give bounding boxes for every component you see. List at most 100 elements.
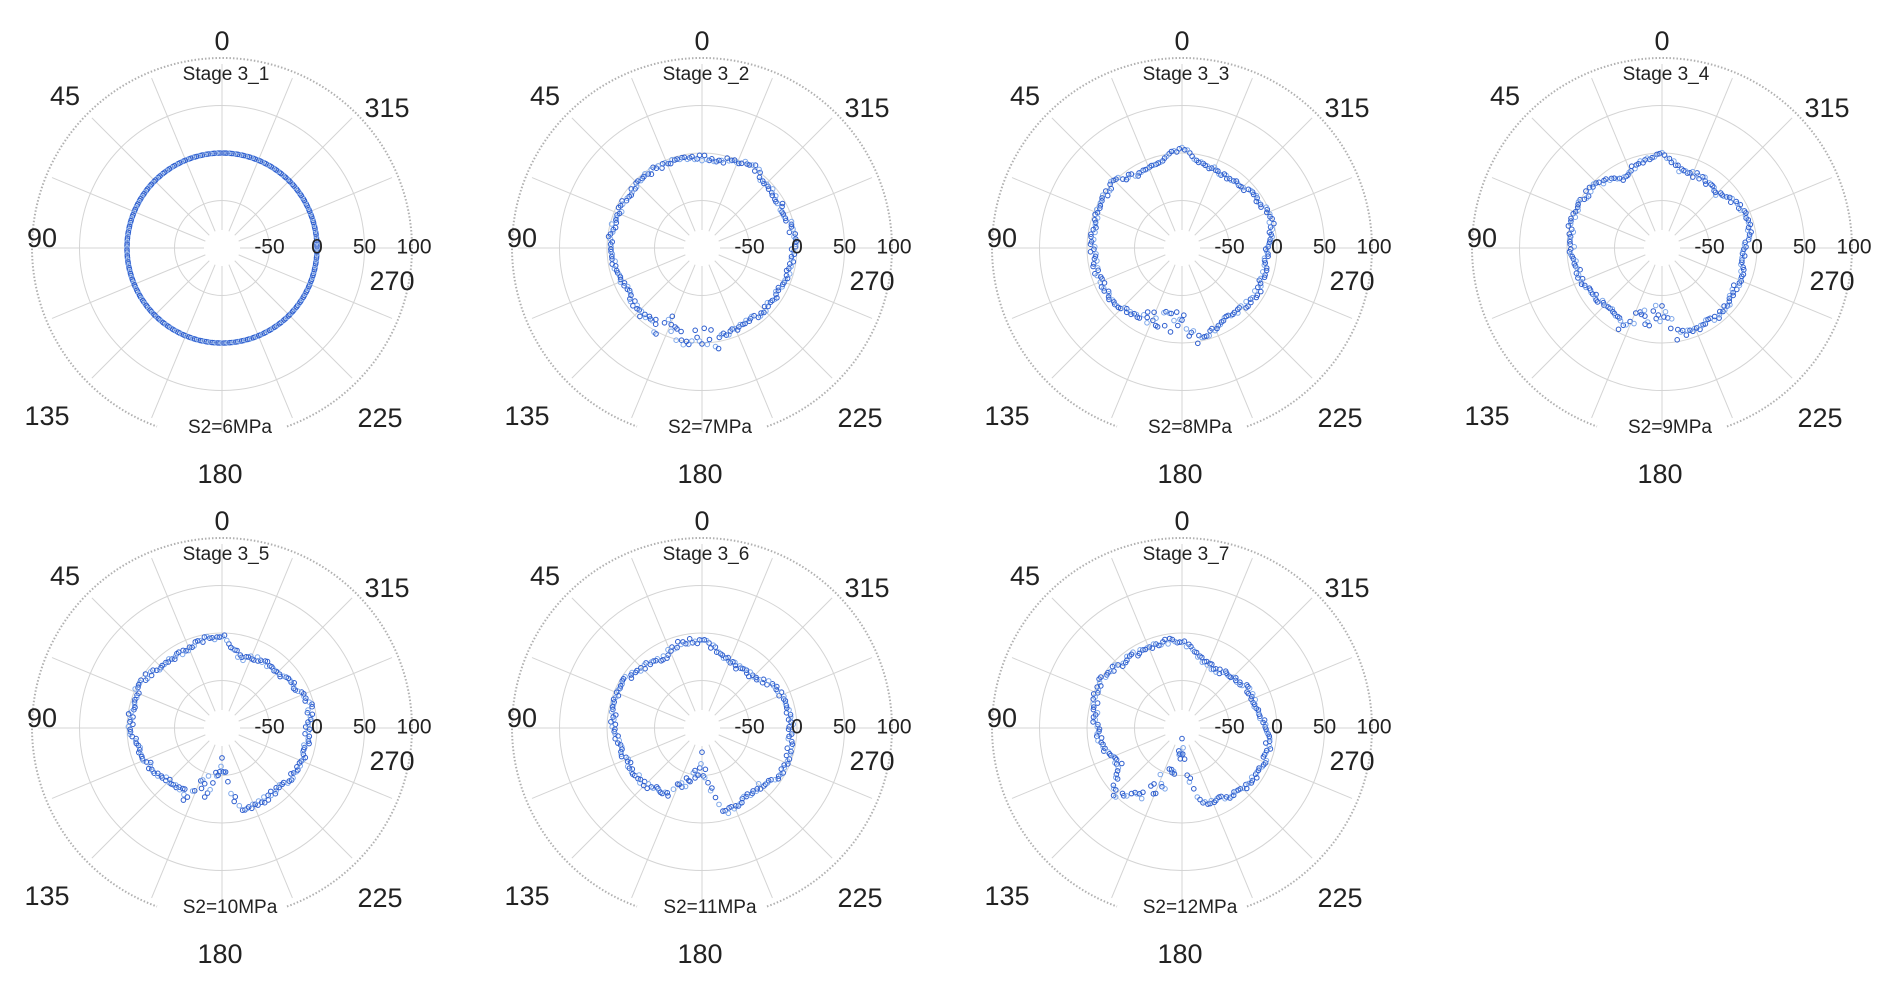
data-point [740, 793, 747, 800]
data-point [619, 198, 625, 204]
angle-tick-label: 315 [364, 93, 409, 123]
data-point [1141, 312, 1147, 318]
grid-spoke [1194, 260, 1313, 379]
data-point [761, 303, 768, 310]
data-point [634, 302, 641, 309]
data-point [1112, 794, 1119, 800]
subplot-subtitle: S2=11MPa [663, 897, 757, 918]
data-point [713, 649, 720, 656]
data-point [1123, 309, 1130, 316]
data-point [257, 657, 264, 664]
data-point [1569, 226, 1575, 233]
data-point [169, 656, 175, 662]
data-point [758, 310, 764, 316]
data-point [628, 292, 634, 299]
outer-axis-circle [1471, 57, 1853, 428]
data-point [295, 688, 301, 695]
grid-spoke [1678, 177, 1833, 242]
grid-spoke [531, 254, 686, 319]
data-point [1093, 251, 1099, 257]
data-point [718, 157, 725, 164]
grid-spoke [234, 597, 353, 716]
data-point [760, 676, 767, 683]
data-point [673, 337, 680, 344]
data-point [284, 314, 290, 321]
data-point [1180, 745, 1186, 751]
data-point [675, 638, 681, 645]
grid-spoke [51, 734, 206, 799]
data-point [641, 661, 648, 668]
grid-spoke [1051, 740, 1170, 859]
data-point [306, 733, 313, 740]
grid-spoke [708, 744, 773, 899]
data-point [614, 212, 620, 218]
grid-spoke [708, 77, 773, 232]
data-point [314, 239, 320, 245]
data-point [1092, 216, 1098, 223]
data-point [1600, 180, 1607, 187]
data-point [1140, 789, 1146, 796]
data-point [313, 257, 320, 263]
data-point [678, 641, 684, 648]
data-point [1133, 311, 1140, 318]
data-point [313, 253, 320, 259]
data-point [621, 282, 627, 289]
grid-spoke [1051, 597, 1170, 716]
data-point [229, 150, 235, 157]
data-point [1120, 660, 1126, 667]
data-point [1098, 683, 1104, 689]
data-point [1690, 174, 1696, 180]
data-point [1184, 772, 1190, 779]
data-point [147, 759, 154, 766]
data-point [733, 665, 739, 672]
data-point [793, 241, 799, 247]
radial-tick-label: 100 [396, 236, 431, 259]
data-point [701, 152, 708, 159]
data-point [306, 726, 313, 733]
data-point [785, 726, 792, 733]
data-point [276, 782, 283, 788]
data-point [720, 808, 726, 814]
data-point [1101, 285, 1107, 292]
data-point [1221, 171, 1228, 177]
data-point [1661, 314, 1667, 320]
data-point [1742, 239, 1748, 246]
data-point [659, 790, 666, 797]
radial-tick-label: 100 [1836, 236, 1871, 259]
polar-subplot-5: 0 45 90 135 180 225 270 315 -50 0 50 100 Stage 3_5 S2… [24, 506, 431, 969]
data-point [667, 160, 674, 167]
data-point [294, 764, 300, 770]
data-point [788, 246, 795, 252]
data-point [1261, 257, 1268, 264]
data-point [301, 693, 307, 700]
data-point [124, 237, 131, 243]
data-point [665, 316, 672, 323]
data-point [268, 788, 274, 795]
data-point [1674, 337, 1680, 343]
data-point [609, 253, 615, 260]
data-point [1703, 181, 1709, 187]
data-point [1726, 298, 1733, 305]
data-point [209, 339, 215, 346]
grid-spoke [571, 597, 690, 716]
grid-spoke [571, 117, 690, 236]
data-point [204, 790, 211, 796]
data-point [1588, 289, 1594, 296]
data-point [652, 321, 659, 328]
data-point [1575, 199, 1582, 205]
data-point [1197, 796, 1203, 803]
data-point [1609, 306, 1616, 312]
angle-tick-label: 180 [1157, 939, 1202, 969]
grid-spoke [228, 77, 293, 232]
data-point [1124, 305, 1130, 312]
data-point [1150, 791, 1157, 797]
data-point [1594, 299, 1601, 305]
data-point [1593, 180, 1599, 186]
data-point [1149, 645, 1156, 651]
data-point [290, 683, 297, 689]
angle-tick-label: 315 [1324, 93, 1369, 123]
grid-spoke [714, 740, 833, 859]
data-point [1575, 272, 1582, 278]
angle-tick-label: 135 [24, 401, 69, 431]
grid-spoke [531, 734, 686, 799]
